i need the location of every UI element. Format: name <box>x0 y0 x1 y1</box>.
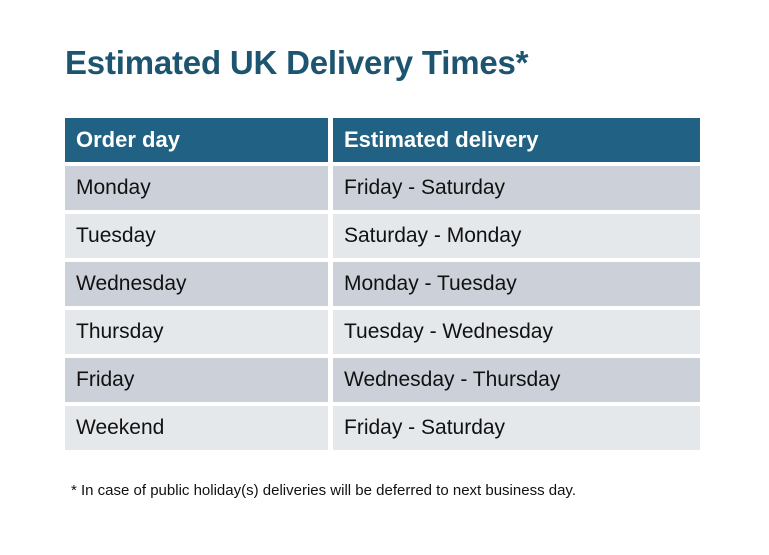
cell-order-day: Thursday <box>65 310 328 354</box>
cell-order-day: Monday <box>65 166 328 210</box>
cell-estimated-delivery: Wednesday - Thursday <box>333 358 700 402</box>
column-gap <box>328 118 333 162</box>
cell-order-day: Tuesday <box>65 214 328 258</box>
cell-estimated-delivery: Saturday - Monday <box>333 214 700 258</box>
table-row: Thursday Tuesday - Wednesday <box>65 310 700 354</box>
cell-order-day: Weekend <box>65 406 328 450</box>
column-gap <box>328 406 333 450</box>
column-gap <box>328 262 333 306</box>
column-gap <box>328 166 333 210</box>
table-row: Tuesday Saturday - Monday <box>65 214 700 258</box>
table-header-row: Order day Estimated delivery <box>65 118 700 162</box>
page-title: Estimated UK Delivery Times* <box>65 44 529 81</box>
footnote-text: * In case of public holiday(s) deliverie… <box>71 482 576 499</box>
column-header-order-day: Order day <box>65 118 328 162</box>
table-row: Monday Friday - Saturday <box>65 166 700 210</box>
cell-estimated-delivery: Friday - Saturday <box>333 166 700 210</box>
column-gap <box>328 310 333 354</box>
table-row: Wednesday Monday - Tuesday <box>65 262 700 306</box>
column-gap <box>328 358 333 402</box>
cell-estimated-delivery: Tuesday - Wednesday <box>333 310 700 354</box>
table-row: Weekend Friday - Saturday <box>65 406 700 450</box>
column-gap <box>328 214 333 258</box>
cell-estimated-delivery: Monday - Tuesday <box>333 262 700 306</box>
delivery-times-table: Order day Estimated delivery Monday Frid… <box>65 118 700 450</box>
cell-estimated-delivery: Friday - Saturday <box>333 406 700 450</box>
cell-order-day: Wednesday <box>65 262 328 306</box>
cell-order-day: Friday <box>65 358 328 402</box>
column-header-estimated-delivery: Estimated delivery <box>333 118 700 162</box>
table-row: Friday Wednesday - Thursday <box>65 358 700 402</box>
